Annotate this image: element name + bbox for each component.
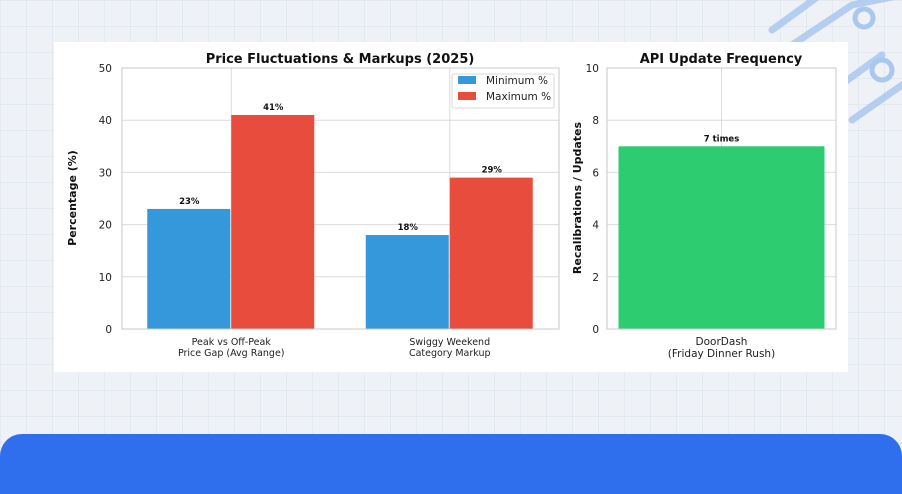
right-chart-data-labels: 7 times [704, 134, 740, 144]
bar-maximum-0 [231, 114, 315, 329]
bottom-banner [0, 434, 902, 494]
data-label: 18% [398, 223, 419, 233]
x-category-line: DoorDash [696, 336, 748, 348]
left-y-tick-label: 50 [99, 63, 112, 75]
left-chart-legend: Minimum % Maximum % [451, 73, 555, 109]
right-y-tick-label: 10 [586, 63, 599, 75]
right-chart-title: API Update Frequency [640, 52, 803, 67]
right-chart-y-ticks: 0 2 4 6 8 10 [586, 63, 600, 336]
legend-box [451, 73, 555, 109]
bar-maximum-1 [449, 177, 533, 329]
right-y-tick-label: 6 [592, 167, 599, 179]
left-chart-x-categories: Peak vs Off-Peak Price Gap (Avg Range) Swi… [178, 337, 491, 359]
data-label: 7 times [704, 134, 740, 144]
x-category-line: Swiggy Weekend [409, 337, 490, 348]
legend-label-minimum: Minimum % [486, 75, 548, 87]
bar-minimum-1 [365, 235, 449, 329]
legend-swatch-maximum [458, 92, 476, 100]
left-y-tick-label: 20 [99, 220, 112, 232]
right-chart-plot-frame [606, 67, 837, 330]
x-category-line: Price Gap (Avg Range) [178, 348, 285, 359]
x-category-label: Peak vs Off-Peak Price Gap (Avg Range) [178, 337, 285, 359]
x-category-line: Peak vs Off-Peak [192, 337, 272, 348]
left-chart-plot-frame [121, 67, 560, 330]
right-chart-y-axis-label: Recalibrations / Updates [571, 121, 584, 274]
bar-minimum-0 [147, 208, 231, 329]
right-chart-x-categories: DoorDash (Friday Dinner Rush) [668, 336, 775, 360]
left-chart-y-axis-label: Percentage (%) [66, 150, 79, 246]
right-chart-bars [618, 146, 825, 329]
right-y-tick-label: 2 [592, 272, 599, 284]
chart-card: 0 10 20 30 40 50 Peak vs Off-Peak Price Gap (A… [54, 42, 848, 372]
bar-updates [618, 146, 825, 329]
right-y-tick-label: 8 [592, 115, 599, 127]
left-y-tick-label: 40 [99, 115, 112, 127]
left-y-tick-label: 0 [105, 324, 112, 336]
x-category-line: Category Markup [409, 348, 491, 359]
left-chart-y-ticks: 0 10 20 30 40 50 [99, 63, 112, 336]
data-label: 29% [482, 166, 503, 176]
data-label: 23% [179, 197, 200, 207]
legend-swatch-minimum [458, 76, 476, 84]
x-category-label: DoorDash (Friday Dinner Rush) [668, 336, 775, 360]
left-y-tick-label: 30 [99, 167, 112, 179]
left-chart-bars [147, 114, 533, 329]
left-chart-data-labels: 23% 41% 18% 29% [179, 103, 502, 233]
x-category-label: Swiggy Weekend Category Markup [409, 337, 491, 359]
data-label: 41% [263, 103, 284, 113]
left-chart-title: Price Fluctuations & Markups (2025) [206, 52, 475, 67]
left-y-tick-label: 10 [99, 272, 112, 284]
legend-label-maximum: Maximum % [486, 91, 551, 103]
right-y-tick-label: 0 [592, 324, 599, 336]
right-y-tick-label: 4 [592, 220, 599, 232]
x-category-line: (Friday Dinner Rush) [668, 348, 775, 360]
